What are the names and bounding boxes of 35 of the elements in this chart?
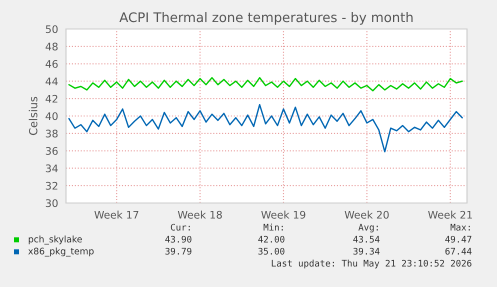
y-tick-label: 44 <box>46 78 58 86</box>
y-tick-label: 36 <box>46 147 58 155</box>
text: 43.54 <box>353 236 380 243</box>
text: 67.44 <box>445 248 472 255</box>
x-tick-label: Week 20 <box>344 210 389 219</box>
y-tick-label: 32 <box>46 182 58 190</box>
text: 39.79 <box>165 248 192 255</box>
y-tick-label: 34 <box>46 164 58 172</box>
text: 39.34 <box>353 248 380 255</box>
legend-label: x86_pkg_temp <box>28 248 94 256</box>
y-tick-label: 46 <box>46 60 58 68</box>
text: Cur: <box>170 224 190 231</box>
y-tick-label: 40 <box>46 112 58 120</box>
y-tick-label: 48 <box>46 42 58 51</box>
y-tick-label: 50 <box>46 25 58 34</box>
text: 43.90 <box>165 236 192 243</box>
text: 42.00 <box>258 236 284 243</box>
line-series <box>68 77 463 92</box>
x-tick-label: Week 21 <box>428 210 472 219</box>
y-tick-label: 38 <box>46 130 58 138</box>
text: Avg: <box>358 224 378 232</box>
x-tick-label: Week 18 <box>178 210 222 219</box>
text: 49.47 <box>445 236 472 243</box>
x-tick-label: Week 17 <box>94 210 138 219</box>
chart-title: ACPI Thermal zone temperatures - by month <box>119 12 413 25</box>
y-tick-label: 42 <box>46 94 58 103</box>
text: Last update: Thu May 21 23:10:52 2026 <box>272 260 472 268</box>
y-axis-title: Celsius <box>28 96 38 136</box>
line-series <box>68 104 463 152</box>
y-tick-label: 30 <box>46 199 58 208</box>
legend-label: pch_skylake <box>28 236 82 244</box>
x-tick-label: Week 19 <box>261 210 306 219</box>
text: Min: <box>264 224 283 231</box>
text: Max: <box>450 224 470 231</box>
text: 35.00 <box>258 248 284 255</box>
